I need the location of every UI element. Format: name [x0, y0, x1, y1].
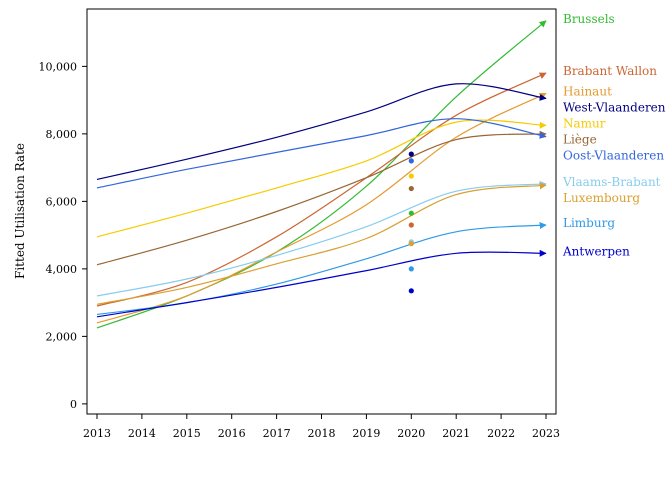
series-line-vlaams-brabant	[96, 180, 547, 297]
series-label: Limburg	[563, 216, 615, 230]
series-line-li-ge	[96, 130, 547, 266]
observed-point	[408, 185, 414, 192]
series-label: Antwerpen	[562, 244, 630, 258]
y-tick-label: 6,000	[46, 195, 78, 208]
x-tick-label: 2019	[352, 427, 380, 440]
y-axis-title: Fitted Utilisation Rate	[13, 143, 27, 279]
series-label: Luxembourg	[563, 191, 640, 205]
series-line-oost-vlaanderen	[96, 118, 547, 189]
y-tick-label: 0	[70, 398, 77, 411]
series-label: Oost-Vlaanderen	[563, 148, 664, 162]
observed-point	[408, 151, 414, 157]
series-lines	[96, 20, 547, 329]
plot-frame	[86, 8, 557, 415]
x-tick-label: 2023	[532, 427, 560, 440]
series-line-brabant-wallon	[96, 72, 547, 307]
observed-points	[408, 151, 414, 294]
x-tick-label: 2015	[173, 427, 201, 440]
x-tick-label: 2017	[263, 427, 291, 440]
observed-point	[408, 222, 414, 228]
x-tick-label: 2020	[397, 427, 425, 440]
series-label: Brussels	[563, 12, 615, 26]
observed-point	[408, 158, 414, 164]
series-label: Namur	[563, 116, 606, 130]
x-tick-label: 2021	[442, 427, 470, 440]
y-tick-label: 8,000	[46, 128, 78, 141]
y-tick-label: 4,000	[46, 263, 78, 276]
x-tick-label: 2014	[128, 427, 156, 440]
x-tick-label: 2016	[218, 427, 246, 440]
x-axis: 2013 2014 2015 2016 2017 2018 2019 2020 2021 2022…	[83, 414, 560, 440]
observed-point	[408, 266, 414, 272]
y-tick-label: 2,000	[46, 330, 78, 343]
x-tick-label: 2022	[487, 427, 515, 440]
observed-point	[408, 288, 414, 294]
y-tick-label: 10,000	[39, 60, 78, 73]
series-label: Hainaut	[563, 84, 612, 98]
observed-point	[408, 173, 414, 179]
series-line-west-vlaanderen	[96, 83, 547, 180]
series-label: Vlaams-Brabant	[562, 175, 661, 189]
series-line-antwerpen	[96, 249, 547, 318]
series-labels: Brussels Brabant Wallon Hainaut West-Vlaand…	[562, 12, 666, 259]
observed-point	[408, 240, 414, 247]
series-line-namur	[96, 119, 547, 238]
series-label: West-Vlaanderen	[563, 100, 666, 114]
x-tick-label: 2018	[308, 427, 336, 440]
series-line-luxembourg	[96, 182, 547, 305]
series-label: Brabant Wallon	[563, 64, 657, 78]
series-line-hainaut	[96, 92, 547, 324]
series-line-limburg	[96, 221, 547, 315]
observed-point	[408, 210, 414, 216]
x-tick-label: 2013	[83, 427, 111, 440]
y-axis: 0 2,000 4,000 6,000 8,000 10,000	[39, 60, 87, 411]
series-label: Liège	[563, 132, 597, 146]
